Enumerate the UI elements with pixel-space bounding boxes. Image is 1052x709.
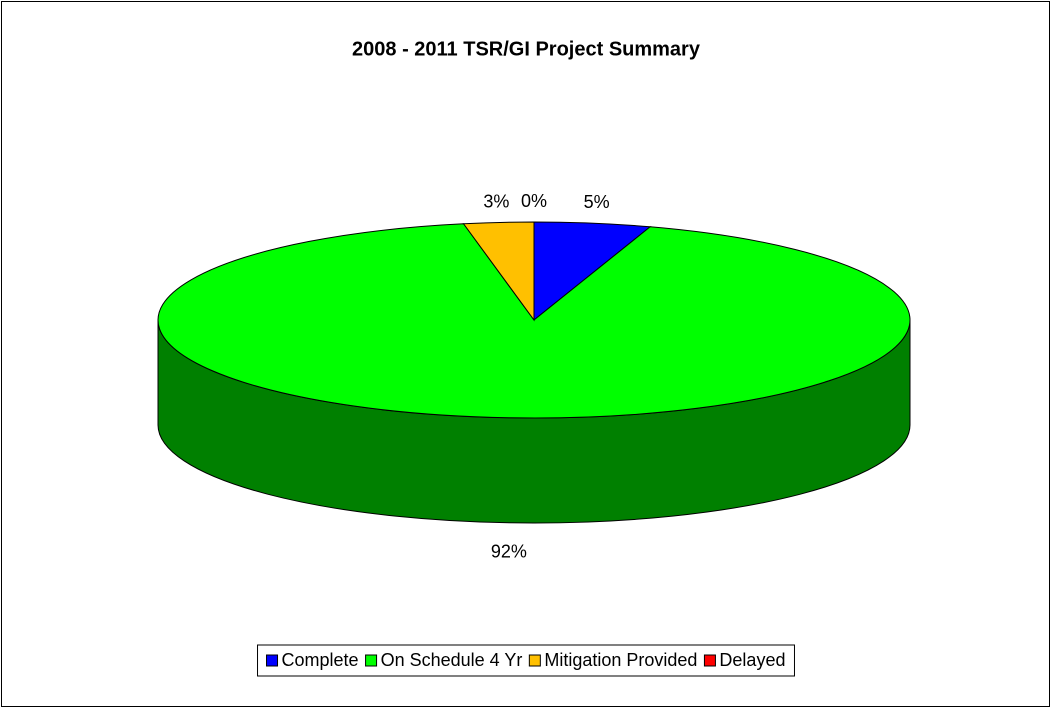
data-label: 92% (491, 541, 527, 561)
legend-label: Delayed (719, 650, 785, 670)
legend-swatch (703, 654, 716, 667)
legend-label: Complete (282, 650, 359, 670)
data-label: 3% (483, 191, 509, 211)
legend: Complete On Schedule 4 Yr Mitigation Provi… (257, 644, 795, 677)
data-label: 5% (584, 192, 610, 212)
chart-title: 2008 - 2011 TSR/GI Project Summary (352, 38, 701, 60)
data-label: 0% (521, 191, 547, 211)
legend-swatch (365, 654, 378, 667)
pie-slice (157, 223, 911, 419)
legend-swatch (266, 654, 279, 667)
legend-label: Mitigation Provided (544, 650, 697, 670)
legend-swatch (528, 654, 541, 667)
legend-label: On Schedule 4 Yr (381, 650, 523, 670)
